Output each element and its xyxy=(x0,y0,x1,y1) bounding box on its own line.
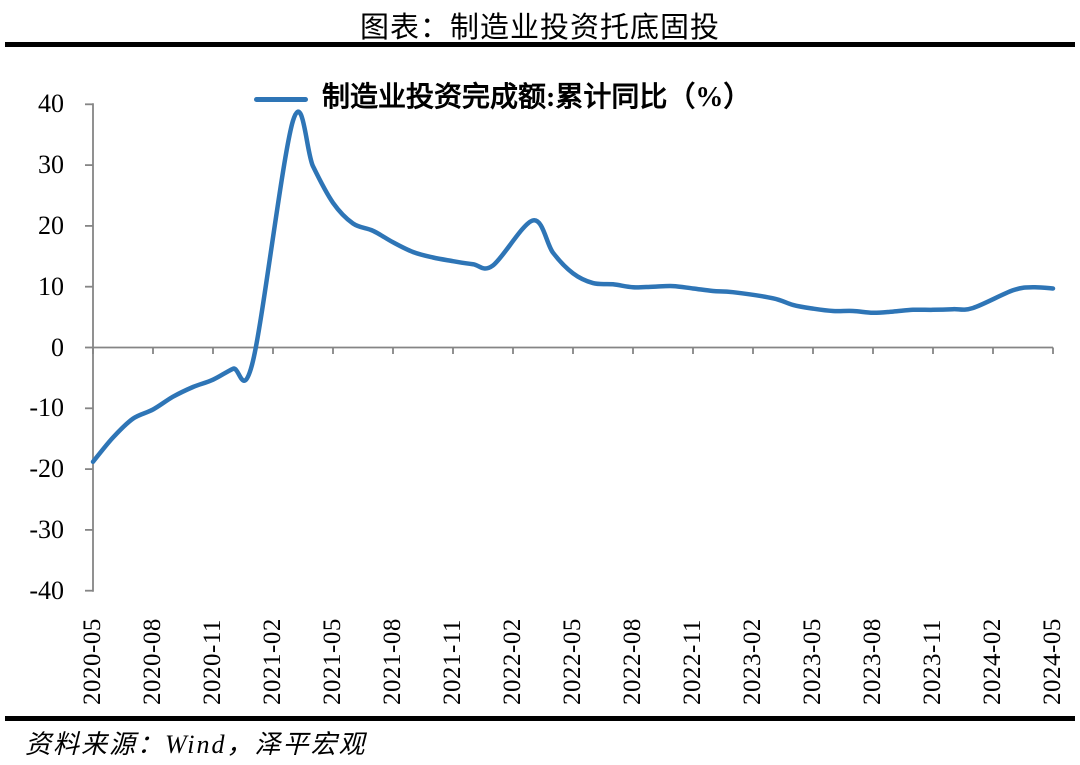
x-tick-label: 2020-05 xyxy=(79,618,106,705)
x-tick-label: 2024-05 xyxy=(1039,618,1066,705)
x-tick-label: 2023-11 xyxy=(919,619,946,705)
y-tick-label: 0 xyxy=(51,332,64,362)
y-tick-label: -10 xyxy=(29,393,64,423)
x-tick-label: 2023-05 xyxy=(799,618,826,705)
x-tick-label: 2023-08 xyxy=(859,618,886,705)
x-tick-label: 2021-11 xyxy=(439,619,466,705)
x-tick-label: 2022-11 xyxy=(679,619,706,705)
x-tick-label: 2022-02 xyxy=(499,618,526,705)
x-tick-label: 2022-05 xyxy=(559,618,586,705)
x-tick-label: 2021-05 xyxy=(319,618,346,705)
y-tick-label: 10 xyxy=(38,271,64,301)
x-tick-label: 2021-08 xyxy=(379,618,406,705)
x-tick-label: 2023-02 xyxy=(739,618,766,705)
chart-title: 图表：制造业投资托底固投 xyxy=(359,12,720,44)
data-line xyxy=(90,109,1056,465)
y-tick-label: 40 xyxy=(38,89,64,119)
y-tick-label: -30 xyxy=(29,514,64,544)
y-tick-label: 20 xyxy=(38,210,64,240)
bottom-rule xyxy=(5,716,1075,721)
x-tick-label: 2020-08 xyxy=(139,618,166,705)
top-rule xyxy=(5,42,1075,47)
source-note: 资料来源：Wind，泽平宏观 xyxy=(25,730,367,759)
y-tick-label: 30 xyxy=(38,150,64,180)
x-tick-label: 2024-02 xyxy=(979,618,1006,705)
y-tick-label: -20 xyxy=(29,454,64,484)
x-tick-label: 2021-02 xyxy=(259,618,286,705)
x-tick-label: 2020-11 xyxy=(199,619,226,705)
legend-line-swatch xyxy=(254,97,308,102)
y-tick-label: -40 xyxy=(29,575,64,605)
legend: 制造业投资完成额:累计同比（%） xyxy=(0,80,1080,116)
x-tick-label: 2022-08 xyxy=(619,618,646,705)
legend-label: 制造业投资完成额:累计同比（%） xyxy=(322,82,752,113)
